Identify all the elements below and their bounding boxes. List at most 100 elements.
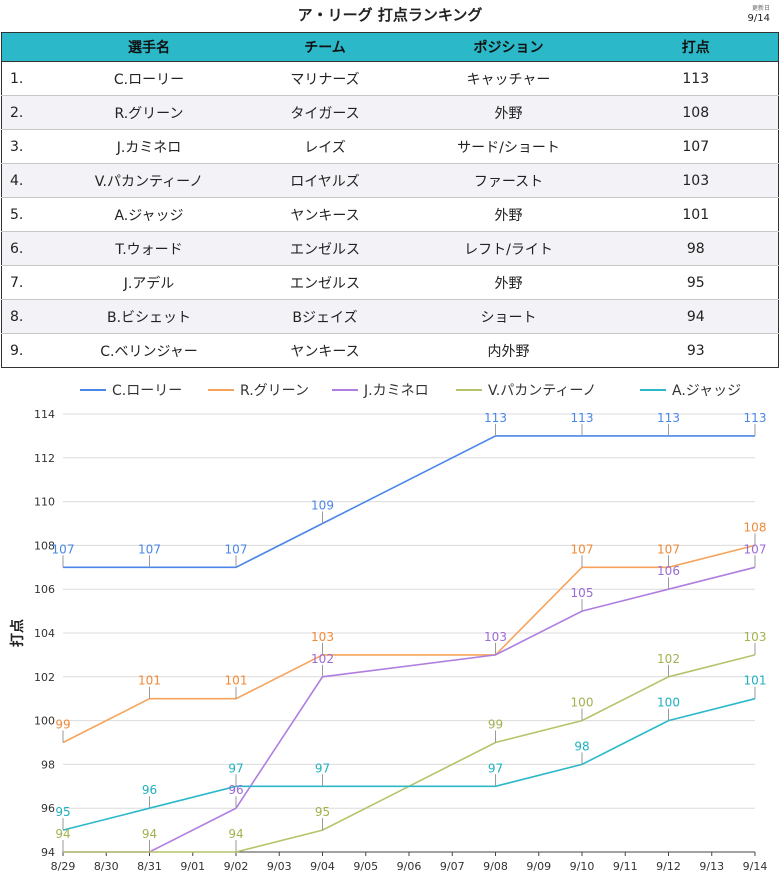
cell-position: ショート <box>403 299 614 334</box>
cell-rbi: 101 <box>613 197 779 232</box>
series-line <box>62 697 756 831</box>
cell-position: レフト/ライト <box>403 231 614 266</box>
data-label: 97 <box>488 761 503 775</box>
y-tick-label: 110 <box>34 496 55 509</box>
series-line <box>63 654 756 853</box>
cell-rank: 3. <box>1 129 52 164</box>
series-line <box>62 544 756 744</box>
x-tick-label: 9/04 <box>310 860 335 873</box>
table-row: 7. J.アデル エンゼルス 外野 95 <box>1 265 779 300</box>
data-label: 113 <box>484 411 507 425</box>
y-tick-label: 94 <box>41 846 55 859</box>
data-label: 113 <box>657 411 680 425</box>
data-label: 94 <box>55 827 70 841</box>
legend-label: V.パカンティーノ <box>488 383 597 399</box>
legend-label: A.ジャッジ <box>672 383 741 399</box>
cell-name: T.ウォード <box>51 231 247 266</box>
data-label: 100 <box>657 696 680 710</box>
cell-rbi: 107 <box>613 129 779 164</box>
data-label: 107 <box>744 542 767 556</box>
data-label: 101 <box>138 674 161 688</box>
cell-position: 外野 <box>403 95 614 130</box>
cell-position: 外野 <box>403 265 614 300</box>
data-label: 94 <box>228 827 243 841</box>
y-tick-label: 98 <box>41 758 55 771</box>
table-row: 6. T.ウォード エンゼルス レフト/ライト 98 <box>1 231 779 266</box>
legend-label: J.カミネロ <box>363 383 429 399</box>
cell-rbi: 93 <box>613 333 779 368</box>
x-tick-label: 8/30 <box>94 860 119 873</box>
cell-name: A.ジャッジ <box>51 197 247 232</box>
data-label: 99 <box>488 718 503 732</box>
data-label: 103 <box>484 630 507 644</box>
cell-name: C.ベリンジャー <box>51 333 247 368</box>
data-label: 99 <box>55 718 70 732</box>
x-tick-label: 9/03 <box>267 860 292 873</box>
cell-rbi: 98 <box>613 231 779 266</box>
table-row: 3. J.カミネロ レイズ サード/ショート 107 <box>1 129 779 164</box>
cell-team: マリナーズ <box>246 61 404 96</box>
table-row: 5. A.ジャッジ ヤンキース 外野 101 <box>1 197 779 232</box>
cell-rank: 2. <box>1 95 52 130</box>
data-label: 102 <box>311 652 334 666</box>
x-tick-label: 9/08 <box>483 860 508 873</box>
cell-rank: 1. <box>1 61 52 96</box>
y-axis-label: 打点 <box>9 619 26 647</box>
data-label: 103 <box>744 630 767 644</box>
cell-rbi: 108 <box>613 95 779 130</box>
cell-name: V.パカンティーノ <box>51 163 247 198</box>
updated-label: 更新日 <box>751 5 770 12</box>
x-tick-label: 8/29 <box>51 860 76 873</box>
header-position: ポジション <box>403 32 614 62</box>
data-label: 105 <box>571 586 594 600</box>
y-tick-label: 102 <box>34 671 55 684</box>
data-label: 103 <box>311 630 334 644</box>
data-label: 97 <box>315 761 330 775</box>
updated-date-value: 9/14 <box>747 13 770 24</box>
cell-rank: 8. <box>1 299 52 334</box>
data-label: 113 <box>571 411 594 425</box>
cell-position: ファースト <box>403 163 614 198</box>
cell-team: レイズ <box>246 129 404 164</box>
cell-position: キャッチャー <box>403 61 614 96</box>
data-label: 100 <box>571 696 594 710</box>
data-label: 107 <box>52 542 75 556</box>
x-tick-label: 9/11 <box>613 860 638 873</box>
x-tick-label: 9/10 <box>570 860 595 873</box>
x-tick-label: 9/07 <box>440 860 465 873</box>
page-title: ア・リーグ 打点ランキング <box>297 6 483 24</box>
cell-position: 外野 <box>403 197 614 232</box>
cell-rank: 4. <box>1 163 52 198</box>
series-line <box>63 566 756 853</box>
cell-team: エンゼルス <box>246 231 404 266</box>
legend-label: C.ローリー <box>112 383 182 399</box>
ranking-table: 選手名 チーム ポジション 打点 1. C.ローリー マリナーズ キャッチャー 113 … <box>1 32 779 368</box>
table-row: 9. C.ベリンジャー ヤンキース 内外野 93 <box>1 333 779 368</box>
cell-name: R.グリーン <box>51 95 247 130</box>
y-tick-label: 104 <box>34 627 55 640</box>
data-label: 102 <box>657 652 680 666</box>
y-tick-label: 106 <box>34 583 55 596</box>
data-label: 95 <box>315 805 330 819</box>
data-label: 109 <box>311 499 334 513</box>
cell-team: ヤンキース <box>246 333 404 368</box>
y-tick-label: 96 <box>41 802 55 815</box>
cell-position: サード/ショート <box>403 129 614 164</box>
cell-rbi: 95 <box>613 265 779 300</box>
cell-name: J.カミネロ <box>51 129 247 164</box>
data-label: 94 <box>142 827 157 841</box>
data-label: 108 <box>744 520 767 534</box>
x-tick-label: 9/14 <box>743 860 768 873</box>
x-tick-label: 9/09 <box>526 860 551 873</box>
data-label: 96 <box>228 783 243 797</box>
y-tick-label: 108 <box>34 539 55 552</box>
x-tick-label: 9/12 <box>656 860 681 873</box>
cell-position: 内外野 <box>403 333 614 368</box>
cell-rbi: 94 <box>613 299 779 334</box>
cell-team: ヤンキース <box>246 197 404 232</box>
table-row: 1. C.ローリー マリナーズ キャッチャー 113 <box>1 61 779 96</box>
data-label: 101 <box>744 674 767 688</box>
data-label: 106 <box>657 564 680 578</box>
data-label: 107 <box>225 542 248 556</box>
